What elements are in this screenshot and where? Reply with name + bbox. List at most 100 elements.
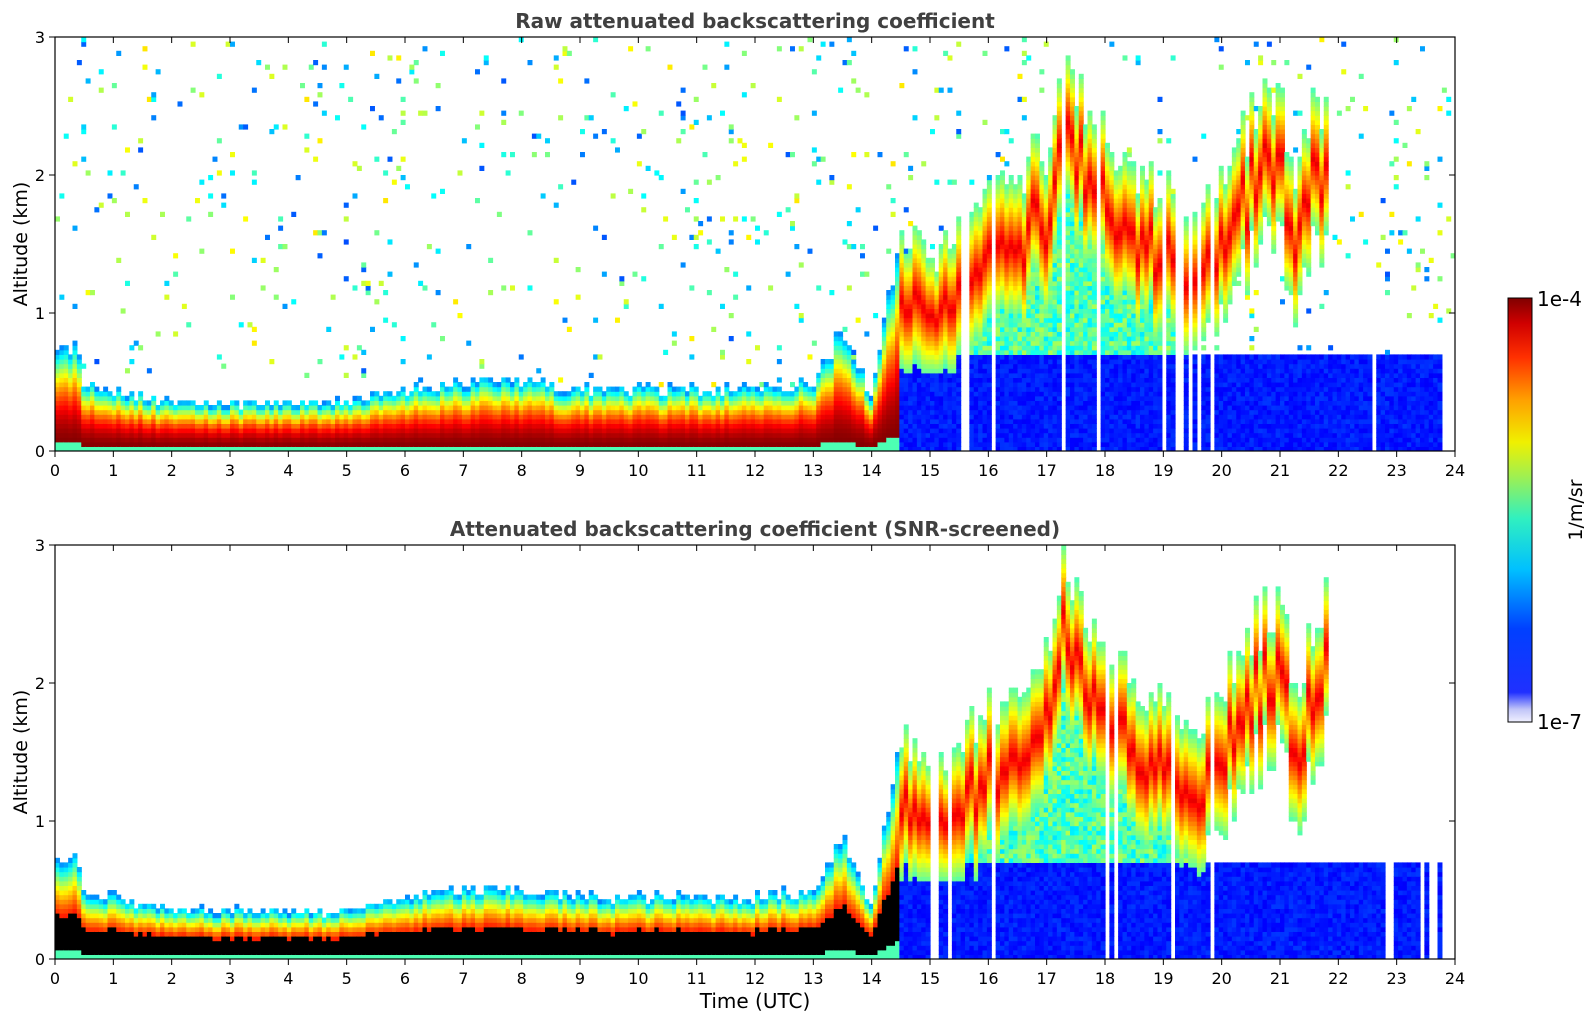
heatmap-cell xyxy=(908,405,914,411)
heatmap-cell xyxy=(667,400,673,406)
heatmap-cell xyxy=(768,391,774,397)
heatmap-cell xyxy=(164,395,170,401)
heatmap-cell xyxy=(1026,382,1032,388)
heatmap-cell xyxy=(164,423,170,429)
heatmap-cell xyxy=(440,441,445,447)
heatmap-cell xyxy=(553,409,559,415)
heatmap-cell xyxy=(951,395,957,401)
heatmap-cell xyxy=(951,257,957,263)
heatmap-cell xyxy=(1043,409,1049,415)
heatmap-cell xyxy=(335,423,340,429)
heatmap-cell xyxy=(501,377,507,383)
heatmap-cell xyxy=(610,400,616,406)
heatmap-cell xyxy=(120,418,126,424)
heatmap-cell xyxy=(776,405,782,411)
heatmap-cell xyxy=(702,446,708,451)
heatmap-cell xyxy=(1048,198,1054,204)
heatmap-cell xyxy=(593,395,599,401)
heatmap-cell xyxy=(868,432,874,438)
heatmap-cell xyxy=(763,414,769,420)
heatmap-cell xyxy=(59,386,65,392)
heatmap-cell xyxy=(1035,161,1040,167)
heatmap-cell xyxy=(111,414,117,420)
heatmap-cell xyxy=(641,400,647,406)
heatmap-cell xyxy=(562,400,568,406)
heatmap-cell xyxy=(1048,446,1054,451)
heatmap-cell xyxy=(1026,193,1032,199)
heatmap-cell xyxy=(851,441,857,447)
heatmap-cell xyxy=(1008,414,1014,420)
heatmap-cell xyxy=(571,391,577,397)
heatmap-cell xyxy=(899,303,905,309)
heatmap-cell xyxy=(1026,368,1032,374)
heatmap-cell xyxy=(413,400,419,406)
heatmap-cell xyxy=(934,359,940,365)
heatmap-cell xyxy=(98,400,104,406)
heatmap-cell xyxy=(842,60,848,66)
heatmap-cell xyxy=(903,349,909,355)
heatmap-cell xyxy=(1039,363,1045,369)
heatmap-cell xyxy=(803,391,809,397)
heatmap-cell xyxy=(715,428,721,434)
heatmap-cell xyxy=(986,395,992,401)
heatmap-cell xyxy=(580,409,585,415)
heatmap-cell xyxy=(903,253,909,259)
heatmap-cell xyxy=(453,418,459,424)
plot-area xyxy=(55,37,1455,451)
heatmap-cell xyxy=(584,386,590,392)
heatmap-cell xyxy=(1039,244,1045,250)
heatmap-cell xyxy=(833,391,839,397)
heatmap-cell xyxy=(938,262,944,268)
heatmap-cell xyxy=(90,418,95,424)
heatmap-cell xyxy=(982,193,988,199)
heatmap-cell xyxy=(645,432,651,438)
heatmap-cell xyxy=(230,446,235,451)
heatmap-cell xyxy=(1004,285,1010,291)
heatmap-cell xyxy=(295,409,301,415)
heatmap-cell xyxy=(930,322,935,328)
heatmap-cell xyxy=(588,432,594,438)
heatmap-cell xyxy=(1004,331,1010,337)
heatmap-cell xyxy=(518,437,524,443)
heatmap-cell xyxy=(501,441,507,447)
heatmap-cell xyxy=(921,446,927,451)
heatmap-cell xyxy=(925,336,931,342)
heatmap-cell xyxy=(768,423,774,429)
heatmap-cell xyxy=(938,432,944,438)
heatmap-cell xyxy=(864,437,870,443)
heatmap-cell xyxy=(116,428,122,434)
heatmap-cell xyxy=(798,409,804,415)
heatmap-cell xyxy=(212,405,218,411)
heatmap-cell xyxy=(1004,377,1010,383)
heatmap-cell xyxy=(925,441,931,447)
heatmap-cell xyxy=(938,409,944,415)
heatmap-cell xyxy=(59,372,65,378)
heatmap-cell xyxy=(76,414,82,420)
heatmap-cell xyxy=(413,382,419,388)
heatmap-cell xyxy=(313,428,319,434)
heatmap-cell xyxy=(243,432,249,438)
heatmap-cell xyxy=(243,409,249,415)
heatmap-cell xyxy=(860,391,865,397)
heatmap-cell xyxy=(916,395,922,401)
heatmap-cell xyxy=(860,377,865,383)
heatmap-cell xyxy=(501,400,507,406)
heatmap-cell xyxy=(921,372,927,378)
heatmap-cell xyxy=(969,299,975,305)
heatmap-cell xyxy=(453,432,459,438)
heatmap-cell xyxy=(116,50,122,56)
heatmap-cell xyxy=(488,257,494,263)
heatmap-cell xyxy=(986,184,992,190)
heatmap-cell xyxy=(912,253,918,259)
heatmap-cell xyxy=(947,271,953,277)
heatmap-cell xyxy=(886,382,892,388)
heatmap-cell xyxy=(234,432,240,438)
heatmap-cell xyxy=(418,391,424,397)
heatmap-cell xyxy=(549,391,555,397)
heatmap-cell xyxy=(807,418,813,424)
heatmap-cell xyxy=(68,441,74,447)
heatmap-cell xyxy=(886,354,892,360)
heatmap-cell xyxy=(1000,441,1005,447)
heatmap-cell xyxy=(549,441,555,447)
heatmap-cell xyxy=(956,368,962,374)
